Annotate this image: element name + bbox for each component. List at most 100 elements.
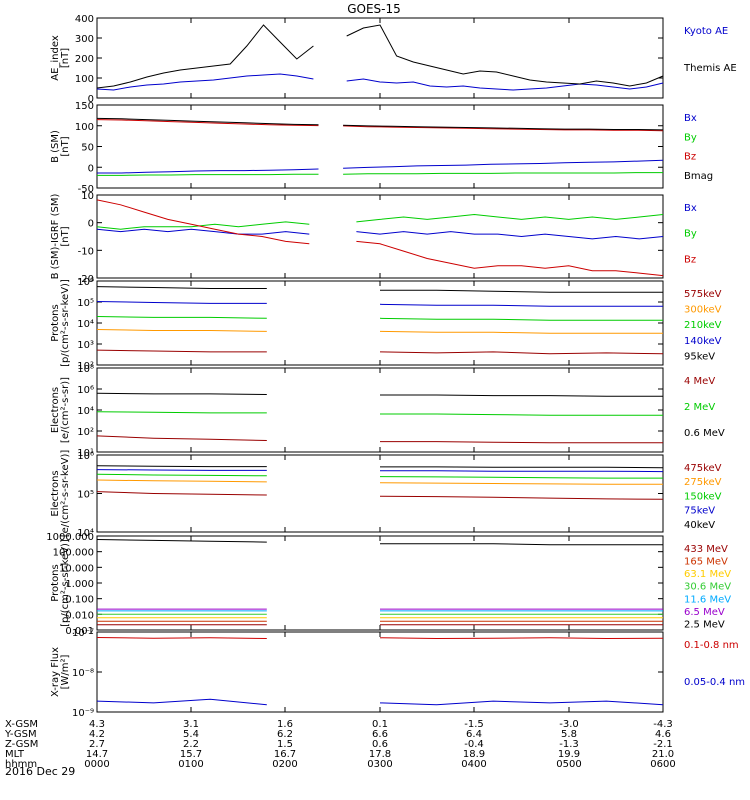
panel-frame: [96, 535, 664, 631]
legend-label: 275keV: [684, 477, 722, 488]
x-axis-value: 0200: [272, 759, 297, 770]
y-tick-label: 100: [75, 122, 94, 133]
y-tick-label: 10⁶: [77, 451, 94, 462]
series-line: [96, 479, 267, 483]
x-axis-value: 5.4: [183, 729, 199, 740]
legend-label: 4 MeV: [684, 376, 715, 387]
x-axis-row-label: Z-GSM: [5, 739, 38, 750]
series-line: [96, 469, 267, 471]
x-axis-value: 4.6: [655, 729, 671, 740]
y-tick-label: 10: [81, 191, 94, 202]
x-axis-row-label: MLT: [5, 749, 25, 760]
y-axis-label: Protons: [50, 304, 61, 341]
y-tick-label: 10.000: [59, 563, 94, 574]
series-line: [343, 159, 664, 169]
series-line: [380, 470, 664, 473]
legend-label: 165 MeV: [684, 557, 728, 568]
legend-label: Bz: [684, 254, 696, 265]
panel-frame: [96, 17, 664, 99]
y-tick-label: 10⁵: [77, 298, 94, 309]
series-line: [96, 316, 267, 319]
series-line: [379, 476, 663, 479]
x-axis-value: 6.6: [372, 729, 388, 740]
x-axis-value: 17.8: [369, 749, 391, 760]
x-axis-value: 4.3: [89, 719, 105, 730]
y-axis-label: B (SM): [50, 130, 61, 163]
y-tick-label: 10¹: [77, 448, 94, 459]
panel-5: 10⁸ 10⁶ 10⁴ 10² 10¹ Electrons [e/(cm²-s-sr)] 4 …: [50, 364, 725, 459]
series-line: [380, 466, 664, 469]
legend-label: 2 MeV: [684, 402, 715, 413]
series-line: [356, 231, 664, 240]
series-line: [96, 473, 267, 477]
legend-label: 2.5 MeV: [684, 619, 725, 630]
y-axis-label: [p/(cm²-s-sr-keV)]: [60, 279, 71, 367]
series-line: [96, 24, 314, 89]
y-tick-label: 10⁵: [77, 490, 94, 501]
legend-label: 300keV: [684, 305, 722, 316]
legend-label: 40keV: [684, 520, 715, 531]
series-line: [96, 199, 310, 245]
series-line: [96, 73, 314, 91]
y-tick-label: 0.010: [65, 610, 94, 621]
series-line: [379, 330, 663, 334]
y-tick-label: 10⁶: [77, 385, 94, 396]
x-axis-value: 18.9: [463, 749, 485, 760]
panel-7: 1000.000 100.000 10.000 1.000 0.100 0.010 0.00…: [46, 532, 731, 637]
legend-label: By: [684, 229, 697, 240]
y-tick-label: 10⁸: [77, 364, 94, 375]
x-axis-value: 5.8: [561, 729, 577, 740]
legend-label: 0.05-0.4 nm: [684, 677, 745, 688]
y-tick-label: 50: [81, 143, 94, 154]
series-line: [96, 435, 267, 441]
y-axis-label: X-ray Flux: [50, 647, 61, 697]
y-tick-label: 1000.000: [46, 532, 94, 543]
panel-8: 10⁻⁷ 10⁻⁸ 10⁻⁹ X-ray Flux [W/m²] 0.1-0.8 nm 0.…: [50, 628, 745, 719]
legend-label: 150keV: [684, 491, 722, 502]
x-axis-value: 0600: [650, 759, 675, 770]
y-tick-label: 100.000: [53, 548, 94, 559]
series-line: [96, 228, 310, 235]
x-axis-value: -3.0: [559, 719, 579, 730]
y-axis-label: [nT]: [60, 136, 71, 156]
y-tick-label: 10⁴: [77, 319, 94, 330]
x-axis-value: 0500: [556, 759, 581, 770]
legend-label: Bz: [684, 152, 696, 163]
series-line: [356, 240, 664, 277]
series-line: [96, 119, 319, 127]
x-axis-value: -0.4: [464, 739, 484, 750]
legend-label: Bx: [684, 203, 697, 214]
series-line: [96, 221, 310, 230]
x-axis-value: 0.6: [372, 739, 388, 750]
x-axis-value: 1.5: [277, 739, 293, 750]
series-line: [96, 698, 267, 706]
x-axis-value: -2.1: [653, 739, 673, 750]
x-axis-value: 0.1: [372, 719, 388, 730]
series-line: [96, 301, 267, 304]
legend-label: 75keV: [684, 506, 715, 517]
x-axis-value: 4.2: [89, 729, 105, 740]
x-axis-row-label: Y-GSM: [4, 729, 37, 740]
plot-title: GOES-15: [347, 2, 401, 16]
y-axis-label: Electrons: [50, 470, 61, 516]
series-line: [346, 24, 664, 87]
y-tick-label: 10²: [77, 361, 94, 372]
series-line: [96, 329, 267, 332]
legend-label: 6.5 MeV: [684, 607, 725, 618]
y-tick-label: 10⁻⁷: [72, 628, 94, 639]
series-line: [343, 125, 664, 132]
series-line: [379, 303, 663, 307]
panel-frame: [96, 194, 664, 279]
plot-date: 2016 Dec 29: [5, 765, 75, 778]
panel-3: 10 0 -10 -20 B (SM)-IGRF (SM) [nT] Bx By Bz: [50, 191, 697, 285]
x-axis-value: 14.7: [86, 749, 108, 760]
legend-label: Themis AE: [683, 63, 737, 74]
y-tick-label: 10⁻⁹: [72, 708, 94, 719]
x-axis-table: X-GSM 4.3 3.1 1.6 0.1 -1.5 -3.0 -4.3 Y-GSM 4.2 5.4…: [4, 719, 676, 770]
legend-label: Kyoto AE: [684, 26, 728, 37]
x-axis-value: 19.9: [558, 749, 580, 760]
legend-label: 0.1-0.8 nm: [684, 640, 739, 651]
y-axis-label: Electrons: [50, 387, 61, 433]
y-tick-label: 200: [75, 54, 94, 65]
